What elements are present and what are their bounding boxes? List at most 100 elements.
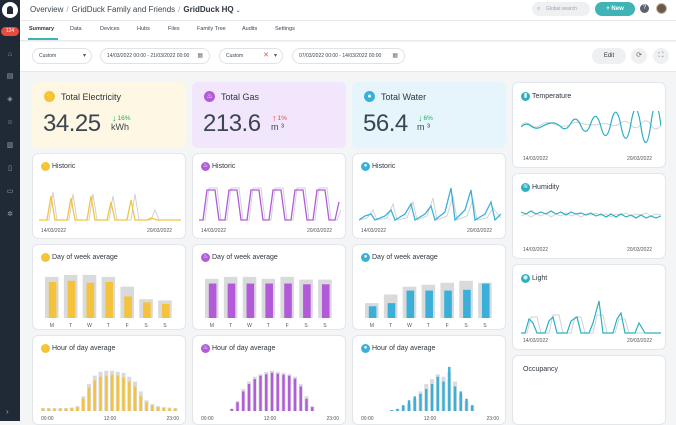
dashboard-icon[interactable]: ▤ xyxy=(6,73,14,80)
day-label: M xyxy=(370,323,374,329)
tab-audits[interactable]: Audits xyxy=(242,26,258,32)
period-select-1[interactable]: Custom ▾ xyxy=(32,48,92,64)
humidity-chart[interactable] xyxy=(521,202,661,246)
gas-historic-card[interactable]: ♨ Historic 14/03/2022 20/03/2022 xyxy=(192,153,346,239)
search-input[interactable]: ⌕ Global search xyxy=(532,2,590,16)
edit-button[interactable]: Edit xyxy=(592,48,626,64)
total-water-unit: m ³ xyxy=(417,122,430,132)
gas-historic-title: Historic xyxy=(212,163,236,170)
day-label: T xyxy=(427,323,430,329)
bar-current xyxy=(86,282,95,318)
bar-current xyxy=(311,407,314,411)
reports-icon[interactable]: ▥ xyxy=(6,142,14,149)
help-icon[interactable]: ? xyxy=(640,4,649,13)
date-range-1[interactable]: 14/03/2022 00:00 - 21/03/2022 00:00 ▦ xyxy=(100,48,210,64)
breadcrumb-site[interactable]: GridDuck HQ xyxy=(183,5,234,14)
humidity-end-date: 20/03/2022 xyxy=(627,247,653,253)
occupancy-title: Occupancy xyxy=(523,366,559,373)
search-icon: ⌕ xyxy=(537,6,541,12)
water-hod-card[interactable]: ● Hour of day average 00:00 12:00 23:00 xyxy=(352,335,506,425)
bar-current xyxy=(436,376,439,411)
gas-hod-chart[interactable]: 00:00 12:00 23:00 xyxy=(197,358,343,422)
bar-current xyxy=(48,281,57,318)
notification-badge[interactable]: 124 xyxy=(1,27,19,36)
tab-family-tree[interactable]: Family Tree xyxy=(197,26,226,32)
bar-current xyxy=(413,396,416,411)
gas-dow-card[interactable]: ♨ Day of week average M T W T F S S xyxy=(192,244,346,330)
users-icon[interactable]: ☺ xyxy=(6,119,14,126)
tab-hubs[interactable]: Hubs xyxy=(137,26,150,32)
period-select-2[interactable]: Custom ✕ ▾ xyxy=(219,48,283,64)
hour-tick-label: 00:00 xyxy=(201,416,214,422)
refresh-icon[interactable]: ⟳ xyxy=(631,48,647,64)
water-historic-title: Historic xyxy=(372,163,396,170)
gridduck-logo[interactable] xyxy=(2,2,18,18)
total-electricity-title: Total Electricity xyxy=(61,92,122,102)
historic-start-date: 14/03/2022 xyxy=(361,228,387,234)
light-title: Light xyxy=(532,275,548,282)
water-historic-chart[interactable] xyxy=(359,180,501,224)
light-card[interactable]: ◉ Light 14/03/2022 20/03/2022 xyxy=(512,264,666,350)
bar-current xyxy=(276,373,279,411)
layers-icon[interactable]: ◈ xyxy=(7,96,13,103)
tab-data[interactable]: Data xyxy=(70,26,82,32)
date-range-2[interactable]: 07/03/2022 00:00 - 14/03/2022 00:00 ▦ xyxy=(292,48,405,64)
water-historic-line xyxy=(359,187,501,222)
water-historic-card[interactable]: ● Historic 14/03/2022 20/03/2022 xyxy=(352,153,506,239)
bar-current xyxy=(293,378,297,411)
lightning-icon: ⚡ xyxy=(44,91,55,102)
bar-current xyxy=(162,408,165,411)
date-range-2-label: 07/03/2022 00:00 - 14/03/2022 00:00 xyxy=(299,53,382,59)
electricity-hod-card[interactable]: ⚡ Hour of day average 00:00 12:00 23:00 xyxy=(32,335,186,425)
period-select-2-label: Custom xyxy=(226,53,244,59)
bar-current xyxy=(247,384,251,411)
temperature-line xyxy=(521,111,661,144)
temperature-chart[interactable] xyxy=(521,111,661,155)
bar-current xyxy=(47,408,50,411)
bar-current xyxy=(110,374,114,411)
temperature-card[interactable]: ▮ Temperature 14/03/2022 20/03/2022 xyxy=(512,82,666,168)
bar-current xyxy=(116,375,119,411)
monitor-icon[interactable]: ▭ xyxy=(6,188,14,195)
occupancy-card[interactable]: Occupancy xyxy=(512,355,666,425)
gas-hod-card[interactable]: ♨ Hour of day average 00:00 12:00 23:00 xyxy=(192,335,346,425)
avatar[interactable] xyxy=(656,3,667,14)
electricity-dow-card[interactable]: ⚡ Day of week average M T W T F S S xyxy=(32,244,186,330)
day-label: W xyxy=(247,323,252,329)
bar-current xyxy=(425,290,433,318)
water-dow-card[interactable]: ● Day of week average M T W T F S S xyxy=(352,244,506,330)
historic-end-date: 20/03/2022 xyxy=(147,228,173,234)
document-icon[interactable]: ▯ xyxy=(8,165,12,172)
humidity-line xyxy=(521,210,661,219)
electricity-historic-card[interactable]: ⚡ Historic 14/03/2022 20/03/2022 xyxy=(32,153,186,239)
chevron-down-icon[interactable]: ⌄ xyxy=(235,8,241,14)
hour-tick-label: 23:00 xyxy=(326,416,339,422)
electricity-historic-chart[interactable] xyxy=(39,180,181,224)
tab-summary[interactable]: Summary xyxy=(29,26,55,32)
day-label: S xyxy=(483,323,487,329)
breadcrumb-org[interactable]: GridDuck Family and Friends xyxy=(71,5,176,14)
humidity-title: Humidity xyxy=(532,184,560,191)
light-start-date: 14/03/2022 xyxy=(523,338,549,344)
clear-icon[interactable]: ✕ xyxy=(263,52,269,59)
new-button[interactable]: + New xyxy=(595,2,635,16)
fullscreen-icon[interactable]: ⛶ xyxy=(653,48,669,64)
expand-sidebar-icon[interactable]: › xyxy=(6,407,9,416)
humidity-start-date: 14/03/2022 xyxy=(523,247,549,253)
tab-devices[interactable]: Devices xyxy=(100,26,120,32)
breadcrumb-overview[interactable]: Overview xyxy=(30,5,64,14)
water-hod-chart[interactable]: 00:00 12:00 23:00 xyxy=(357,358,503,422)
home-icon[interactable]: ⌂ xyxy=(7,51,13,58)
settings-icon[interactable]: ✲ xyxy=(7,211,13,218)
electricity-hod-chart[interactable]: 00:00 12:00 23:00 xyxy=(37,358,183,422)
humidity-card[interactable]: ≋ Humidity 14/03/2022 20/03/2022 xyxy=(512,173,666,259)
bar-current xyxy=(67,280,76,318)
tab-settings[interactable]: Settings xyxy=(275,26,295,32)
gas-historic-chart[interactable] xyxy=(199,180,341,224)
light-chart[interactable] xyxy=(521,293,661,337)
bar-current xyxy=(465,398,468,411)
tab-files[interactable]: Files xyxy=(168,26,180,32)
